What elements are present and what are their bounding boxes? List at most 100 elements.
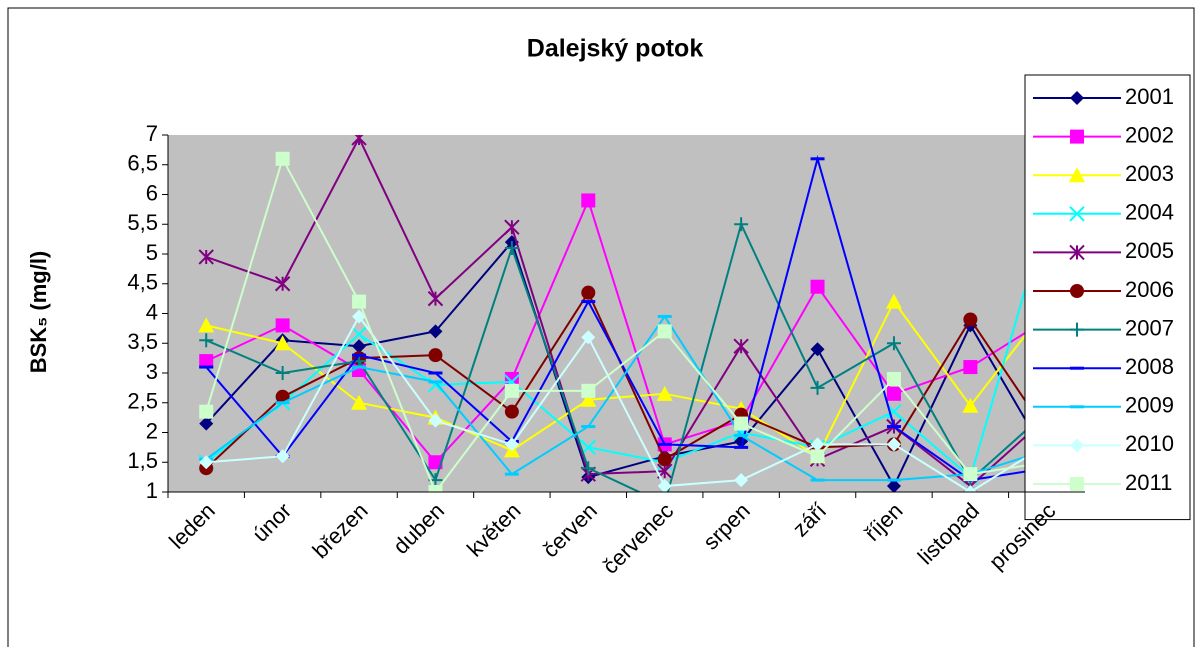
marker bbox=[504, 219, 520, 235]
marker bbox=[275, 366, 290, 380]
marker bbox=[199, 455, 214, 470]
marker bbox=[581, 193, 596, 208]
series-line bbox=[206, 314, 1048, 492]
marker bbox=[963, 485, 978, 492]
y-axis-label: BSK₅ (mg/l) bbox=[26, 251, 51, 374]
y-tick-label: 5,5 bbox=[127, 210, 158, 235]
y-tick-label: 6,5 bbox=[127, 151, 158, 176]
legend: 2001 2002 2003 2004 2005 2006 2007 2008 2009 2010… bbox=[1024, 74, 1191, 521]
y-tick-label: 4 bbox=[146, 299, 158, 324]
y-tick-label: 3,5 bbox=[127, 329, 158, 354]
y-tick-label: 4,5 bbox=[127, 270, 158, 295]
y-tick-label: 5 bbox=[146, 240, 158, 265]
legend-marker bbox=[1070, 438, 1084, 453]
marker bbox=[810, 449, 825, 464]
marker bbox=[274, 335, 291, 351]
marker bbox=[428, 455, 443, 470]
y-tick-label: 6 bbox=[146, 180, 158, 205]
marker bbox=[274, 276, 291, 292]
marker bbox=[656, 385, 673, 401]
marker bbox=[581, 285, 596, 300]
marker bbox=[351, 135, 367, 146]
y-tick-label: 1,5 bbox=[127, 448, 158, 473]
legend-marker bbox=[1070, 284, 1084, 298]
marker bbox=[657, 452, 672, 467]
legend-label: 2007 bbox=[1125, 315, 1174, 340]
marker bbox=[885, 293, 902, 309]
marker bbox=[352, 339, 367, 354]
legend-marker bbox=[1069, 206, 1085, 222]
marker bbox=[733, 338, 749, 354]
legend-label: 2003 bbox=[1125, 161, 1174, 186]
plot-lines bbox=[198, 135, 1055, 492]
marker bbox=[886, 386, 901, 401]
marker bbox=[810, 342, 825, 357]
y-tick-label: 3 bbox=[146, 359, 158, 384]
legend-marker bbox=[1069, 244, 1085, 261]
marker bbox=[734, 473, 749, 488]
marker bbox=[199, 416, 214, 431]
marker bbox=[581, 383, 596, 398]
marker bbox=[657, 324, 672, 339]
legend-label: 2009 bbox=[1125, 393, 1174, 418]
y-tick-label: 2,5 bbox=[127, 389, 158, 414]
marker bbox=[734, 217, 749, 232]
marker bbox=[734, 416, 749, 431]
marker bbox=[810, 437, 825, 452]
marker bbox=[504, 437, 519, 452]
y-tick-label: 1 bbox=[146, 478, 158, 503]
legend-marker bbox=[1070, 477, 1084, 491]
marker bbox=[504, 404, 519, 419]
plot-area bbox=[168, 135, 1085, 492]
marker bbox=[198, 249, 214, 265]
chart-title: Dalejský potok bbox=[527, 35, 704, 63]
legend-label: 2010 bbox=[1125, 431, 1174, 456]
legend-marker bbox=[1070, 322, 1084, 337]
y-tick-label: 2 bbox=[146, 418, 158, 443]
marker bbox=[581, 330, 596, 345]
marker bbox=[428, 348, 443, 363]
legend-label: 2001 bbox=[1125, 84, 1174, 109]
marker bbox=[275, 318, 290, 333]
legend-label: 2006 bbox=[1125, 277, 1174, 302]
legend-marker bbox=[1070, 91, 1084, 105]
marker bbox=[657, 479, 672, 492]
marker bbox=[886, 371, 901, 386]
y-tick-label: 7 bbox=[146, 121, 158, 146]
legend-marker bbox=[1070, 129, 1084, 144]
marker bbox=[275, 449, 290, 464]
legend-label: 2008 bbox=[1125, 354, 1174, 379]
series-line bbox=[205, 314, 1048, 482]
marker bbox=[963, 467, 978, 482]
marker bbox=[581, 461, 596, 476]
marker bbox=[886, 437, 901, 452]
marker bbox=[199, 333, 214, 348]
marker bbox=[427, 290, 444, 307]
marker bbox=[428, 485, 443, 492]
marker bbox=[199, 354, 214, 369]
legend-label: 2005 bbox=[1125, 238, 1174, 263]
series-line bbox=[205, 221, 1048, 492]
marker bbox=[351, 326, 367, 343]
legend-label: 2004 bbox=[1125, 200, 1174, 225]
legend-label: 2002 bbox=[1125, 122, 1174, 147]
legend-label: 2011 bbox=[1125, 470, 1172, 495]
marker bbox=[504, 241, 519, 256]
marker bbox=[199, 404, 214, 419]
marker bbox=[886, 479, 901, 492]
marker bbox=[580, 391, 597, 407]
marker bbox=[810, 380, 825, 395]
marker bbox=[275, 151, 290, 166]
series-line bbox=[205, 290, 1048, 469]
series-line bbox=[205, 156, 1047, 492]
marker bbox=[351, 394, 368, 410]
marker bbox=[352, 294, 367, 309]
legend-marker bbox=[1069, 167, 1085, 183]
marker bbox=[428, 413, 443, 428]
marker bbox=[886, 336, 901, 351]
marker bbox=[428, 324, 443, 339]
series-line bbox=[205, 299, 1048, 458]
marker bbox=[963, 312, 978, 327]
marker bbox=[504, 383, 519, 398]
